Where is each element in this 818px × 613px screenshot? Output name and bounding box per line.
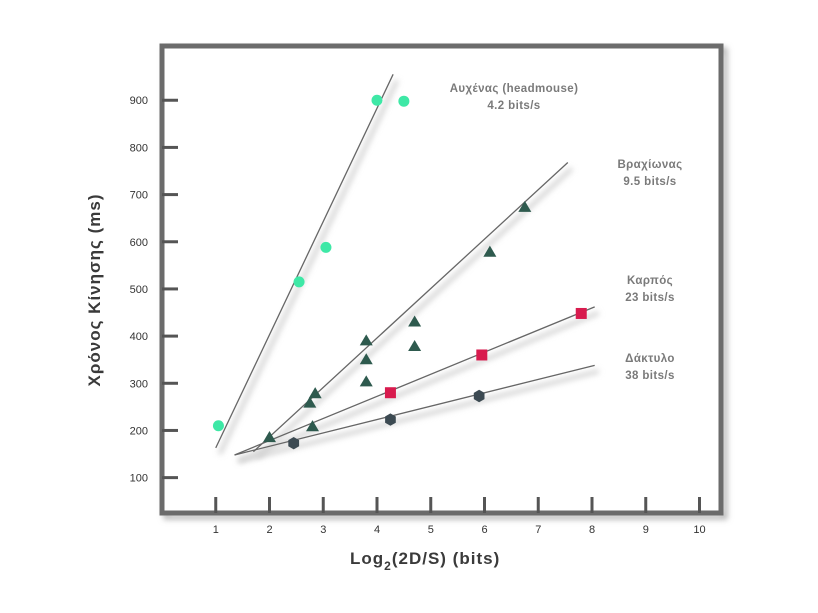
annotation-rate-wrist: 23 bits/s xyxy=(625,292,675,304)
y-tick-label-300: 300 xyxy=(130,378,148,390)
x-tick-label-2: 2 xyxy=(266,524,272,536)
y-axis-title: Χρόνος Κίνησης (ms) xyxy=(85,194,104,387)
y-tick-label-600: 600 xyxy=(130,237,148,249)
y-tick-label-200: 200 xyxy=(130,425,148,437)
point-neck-3 xyxy=(320,241,332,253)
y-tick-label-500: 500 xyxy=(130,284,148,296)
x-tick-label-7: 7 xyxy=(535,524,541,536)
y-tick-label-700: 700 xyxy=(130,190,148,202)
point-finger-1 xyxy=(288,437,300,450)
x-tick-label-4: 4 xyxy=(374,524,380,536)
annotation-name-wrist: Καρπός xyxy=(627,275,673,287)
annotation-name-arm: Βραχίωνας xyxy=(617,159,682,171)
fit-shadow-wrist xyxy=(237,311,600,463)
x-tick-label-3: 3 xyxy=(320,524,326,536)
x-tick-label-9: 9 xyxy=(643,524,649,536)
point-wrist-2 xyxy=(476,349,488,361)
point-wrist-1 xyxy=(384,387,396,399)
annotation-name-finger: Δάκτυλο xyxy=(625,353,675,365)
point-arm-9 xyxy=(408,339,422,352)
x-tick-label-10: 10 xyxy=(693,524,705,536)
point-arm-6 xyxy=(359,353,373,365)
axis-ticks: 100 200 300 400 500 600 700 800 900 1 2 3 4 5 6 7 8 9 10 xyxy=(130,95,706,536)
y-tick-label-400: 400 xyxy=(130,331,148,343)
x-tick-label-6: 6 xyxy=(481,524,487,536)
point-wrist-3 xyxy=(575,307,587,319)
x-axis-title: Log2(2D/S) (bits) xyxy=(350,549,500,573)
fit-shadow-arm xyxy=(256,167,574,460)
point-arm-11 xyxy=(518,200,532,212)
series-annotations: Αυχένας (headmouse) 4.2 bits/s Βραχίωνας 9.… xyxy=(450,83,682,382)
point-neck-1 xyxy=(212,420,224,432)
x-tick-label-5: 5 xyxy=(428,524,434,536)
y-tick-label-100: 100 xyxy=(130,473,148,485)
y-tick-label-800: 800 xyxy=(130,142,148,154)
data-points xyxy=(212,94,587,450)
point-finger-2 xyxy=(385,413,396,426)
point-arm-4 xyxy=(306,420,319,432)
point-arm-5 xyxy=(359,334,373,346)
annotation-rate-neck: 4.2 bits/s xyxy=(487,100,540,112)
x-axis-title-rest: (2D/S) (bits) xyxy=(392,549,500,568)
point-arm-8 xyxy=(408,315,422,327)
point-arm-7 xyxy=(359,375,373,387)
x-tick-label-8: 8 xyxy=(589,524,595,536)
fit-line-wrist xyxy=(234,306,595,456)
point-neck-2 xyxy=(293,276,305,288)
point-arm-1 xyxy=(263,431,276,443)
annotation-rate-arm: 9.5 bits/s xyxy=(623,176,676,188)
point-arm-10 xyxy=(483,245,497,257)
chart-frame xyxy=(159,43,728,520)
x-tick-label-1: 1 xyxy=(213,524,219,536)
x-axis-title-sub: 2 xyxy=(384,559,392,573)
point-arm-2 xyxy=(303,396,317,408)
fit-line-neck xyxy=(215,74,394,449)
fit-shadow-neck xyxy=(217,79,399,455)
frame-border xyxy=(159,43,724,516)
y-tick-label-900: 900 xyxy=(130,95,148,107)
point-arm-3 xyxy=(308,387,322,399)
point-neck-5 xyxy=(398,95,410,107)
annotation-name-neck: Αυχένας (headmouse) xyxy=(450,83,579,95)
point-neck-4 xyxy=(371,94,383,106)
annotation-rate-finger: 38 bits/s xyxy=(625,370,675,382)
x-axis-title-main: Log xyxy=(350,549,384,568)
point-finger-3 xyxy=(473,389,485,403)
